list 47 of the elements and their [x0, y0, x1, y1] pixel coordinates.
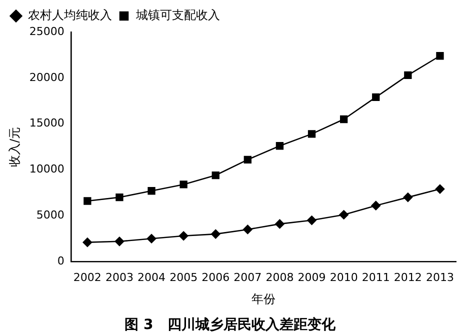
- point: [307, 216, 316, 225]
- y-tick-label: 15000: [29, 116, 64, 130]
- x-tick-label: 2011: [362, 271, 390, 284]
- point: [210, 229, 220, 239]
- y-tick-label: 25000: [29, 24, 64, 38]
- point: [180, 180, 188, 188]
- x-tick-label: 2004: [138, 271, 166, 284]
- x-tick-label: 2003: [105, 271, 134, 284]
- x-tick-label: 2010: [330, 271, 358, 284]
- x-tick-label: 2006: [202, 271, 230, 284]
- point: [243, 224, 252, 234]
- legend-label: 农村人均纯收入: [28, 8, 112, 22]
- y-tick-label: 0: [57, 254, 64, 268]
- point: [308, 130, 316, 138]
- x-tick-label: 2009: [298, 271, 326, 284]
- x-tick-label: 2013: [426, 271, 454, 284]
- y-tick-label: 5000: [36, 208, 64, 222]
- x-tick-label: 2012: [394, 271, 422, 284]
- x-axis-title: 年份: [252, 292, 276, 306]
- point: [244, 156, 252, 164]
- point: [371, 200, 381, 210]
- point: [276, 142, 284, 150]
- point: [403, 192, 413, 202]
- y-axis-title: 收入/元: [7, 126, 22, 167]
- x-tick-label: 2008: [266, 271, 294, 284]
- point: [275, 219, 284, 229]
- point: [340, 115, 348, 124]
- legend-label: 城镇可支配收入: [135, 8, 220, 22]
- point: [372, 93, 380, 102]
- x-tick-label: 2007: [234, 271, 262, 284]
- y-tick-label: 10000: [29, 162, 64, 176]
- point: [146, 234, 156, 244]
- point: [114, 236, 124, 246]
- point: [212, 171, 220, 180]
- point: [84, 197, 92, 205]
- point: [404, 71, 412, 79]
- point: [178, 231, 188, 241]
- x-tick-label: 2005: [170, 271, 198, 284]
- point: [148, 187, 156, 195]
- text: 图 3 四川城乡居民收入差距变化: [124, 316, 336, 334]
- y-tick-label: 20000: [29, 70, 64, 84]
- point: [435, 184, 445, 194]
- point: [339, 210, 348, 220]
- point: [116, 193, 124, 202]
- point: [82, 238, 92, 247]
- point: [436, 52, 444, 60]
- x-tick-label: 2002: [73, 271, 102, 284]
